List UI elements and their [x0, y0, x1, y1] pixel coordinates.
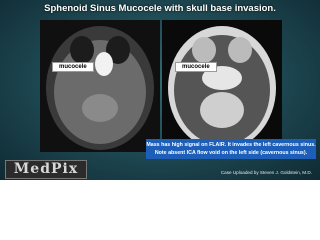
credit: Case Uploaded by Steven J. Goldstein, M.…: [220, 170, 312, 175]
ct-skull-base: [202, 66, 242, 90]
ct-petrous: [200, 92, 244, 128]
image-label: mucocele: [175, 62, 217, 72]
ct-orbit: [228, 37, 252, 63]
caption: Mass has high signal on FLAIR. It invade…: [146, 139, 316, 159]
image-label: mucocele: [52, 62, 94, 72]
mri-orbit: [106, 36, 130, 64]
logo: MedPix: [5, 160, 87, 179]
mri-brainstem: [82, 94, 118, 122]
ct-orbit: [192, 37, 216, 63]
mri-orbit: [70, 36, 94, 64]
caption-line: Note absent ICA flow void on the left si…: [154, 150, 308, 156]
caption-line: Mass has high signal on FLAIR. It invade…: [146, 142, 316, 148]
slide-title: Sphenoid Sinus Mucocele with skull base …: [44, 3, 276, 14]
mri-mucocele: [95, 52, 113, 76]
slide: Sphenoid Sinus Mucocele with skull base …: [0, 0, 320, 180]
